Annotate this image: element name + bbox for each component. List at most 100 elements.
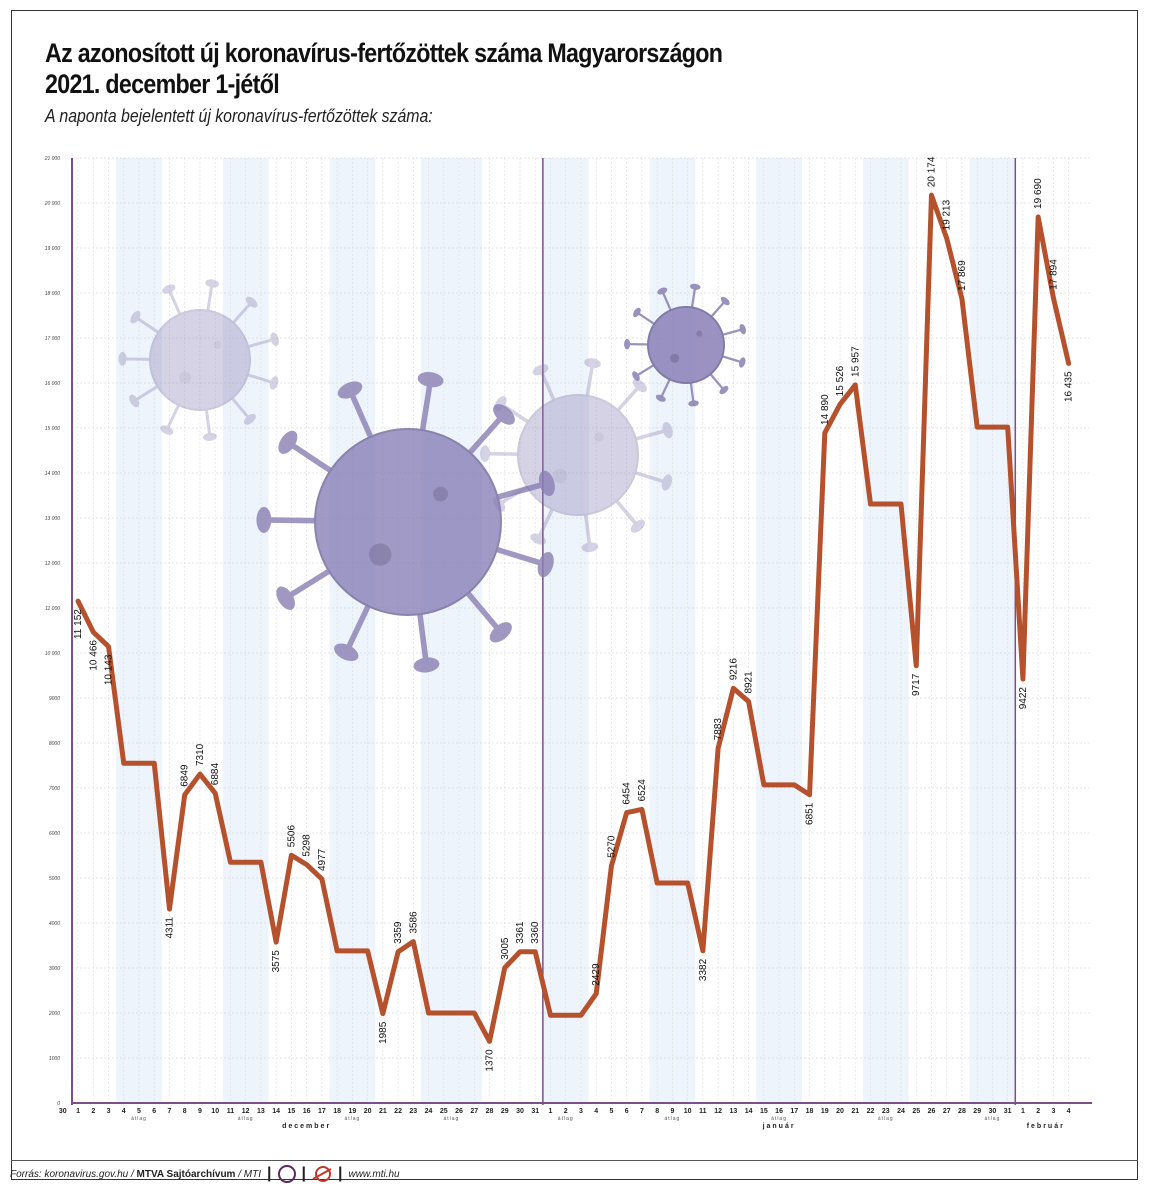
virus-spot <box>213 341 222 349</box>
x-tick-label: 1 <box>549 1108 553 1115</box>
data-label: 6454 <box>622 782 633 805</box>
x-tick-label: 28 <box>958 1108 966 1115</box>
virus-spike-head <box>581 542 599 553</box>
series-line <box>75 192 1072 1044</box>
x-tick-label: 25 <box>912 1108 920 1115</box>
virus-spike <box>484 451 525 457</box>
virus-spike <box>584 362 595 402</box>
virus-spike-head <box>739 324 747 335</box>
x-tick-label: 30 <box>516 1108 524 1115</box>
virus-spike-head <box>489 622 512 643</box>
average-label: átlag <box>558 1116 574 1122</box>
virus-spike <box>242 371 275 385</box>
separator: | <box>337 1165 343 1182</box>
x-tick-label: 31 <box>1004 1108 1012 1115</box>
virus-icon <box>256 372 555 673</box>
x-tick-label: 25 <box>440 1108 448 1115</box>
data-label: 7883 <box>713 718 724 741</box>
x-tick-label: 20 <box>364 1108 372 1115</box>
data-label: 3361 <box>515 921 526 944</box>
data-label: 15 957 <box>850 346 861 377</box>
y-tick-label: 19 000 <box>45 246 61 252</box>
virus-spike-head <box>413 657 440 673</box>
y-tick-label: 1000 <box>49 1056 60 1062</box>
data-label: 19 213 <box>942 199 953 230</box>
data-label: 17 894 <box>1048 259 1059 290</box>
virus-spike <box>499 402 534 427</box>
y-tick-label: 3000 <box>49 966 60 972</box>
x-tick-label: 13 <box>257 1108 265 1115</box>
x-tick-label: 30 <box>59 1108 67 1115</box>
x-tick-label: 26 <box>928 1108 936 1115</box>
y-tick-label: 17 000 <box>45 336 61 342</box>
virus-spike-head <box>205 279 220 288</box>
virus-spike-head <box>269 376 279 390</box>
virus-spike-head <box>530 533 547 545</box>
data-label: 5506 <box>286 825 297 848</box>
website-link[interactable]: www.mti.hu <box>348 1168 400 1180</box>
virus-spike-head <box>494 396 507 412</box>
virus-spike-head <box>493 496 506 512</box>
virus-spike <box>538 369 558 407</box>
x-tick-label: 24 <box>425 1108 433 1115</box>
virus-icon <box>480 358 673 553</box>
data-label: 14 890 <box>820 394 831 425</box>
source-text: Forrás: koronavirus.gov.hu / MTVA Sajtóa… <box>10 1169 261 1180</box>
average-label: átlag <box>344 1116 360 1122</box>
x-tick-label: 14 <box>745 1108 753 1115</box>
chart-subtitle: A naponta bejelentett új koronavírus-fer… <box>45 106 433 126</box>
data-label: 3005 <box>500 937 511 960</box>
data-label: 1370 <box>485 1049 496 1072</box>
virus-spike-head <box>738 357 746 368</box>
mti-logo-icon <box>312 1165 332 1183</box>
x-tick-label: 30 <box>989 1108 997 1115</box>
virus-spike-head <box>493 404 515 425</box>
y-tick-label: 5000 <box>49 876 60 882</box>
virus-spike <box>133 382 163 403</box>
y-tick-label: 21 000 <box>44 156 61 162</box>
x-tick-label: 20 <box>836 1108 844 1115</box>
virus-spike-head <box>633 307 641 318</box>
virus-spike <box>167 288 184 320</box>
virus-spot <box>368 543 392 566</box>
x-tick-label: 2 <box>91 1108 95 1115</box>
x-tick-label: 1 <box>1021 1108 1025 1115</box>
x-tick-label: 4 <box>594 1108 598 1115</box>
separator: | <box>301 1165 306 1182</box>
virus-spike-head <box>689 283 701 290</box>
x-tick-label: 9 <box>198 1108 202 1115</box>
x-tick-label: 26 <box>455 1108 463 1115</box>
x-tick-label: 15 <box>288 1108 296 1115</box>
virus-spike <box>204 404 212 438</box>
virus-spike-head <box>657 287 668 295</box>
x-tick-label: 5 <box>609 1108 613 1115</box>
virus-spike-head <box>655 394 666 402</box>
virus-spot <box>696 330 703 337</box>
virus-icon <box>624 283 747 407</box>
virus-body <box>314 428 502 616</box>
x-tick-label: 1 <box>76 1108 80 1115</box>
virus-spike <box>228 301 253 328</box>
data-label: 10 466 <box>88 640 99 671</box>
y-tick-label: 10 000 <box>45 651 61 657</box>
y-tick-label: 8000 <box>49 741 60 747</box>
virus-spike-head <box>662 421 673 439</box>
data-label: 4311 <box>164 917 175 939</box>
data-label: 10 143 <box>104 654 115 685</box>
data-label: 6851 <box>805 802 816 825</box>
x-tick-label: 27 <box>470 1108 478 1115</box>
data-label: 3575 <box>271 950 282 973</box>
x-tick-label: 7 <box>640 1108 644 1115</box>
average-label: átlag <box>238 1116 254 1122</box>
chart-title: Az azonosított új koronavírus-fertőzötte… <box>45 38 723 100</box>
y-tick-label: 11 000 <box>45 606 60 612</box>
average-label: átlag <box>878 1116 894 1122</box>
virus-spike-head <box>630 519 646 533</box>
virus-body <box>149 309 251 411</box>
x-tick-label: 5 <box>137 1108 141 1115</box>
y-tick-label: 4000 <box>49 921 60 927</box>
x-tick-label: 2 <box>564 1108 568 1115</box>
y-tick-label: 0 <box>57 1101 60 1107</box>
x-tick-label: 11 <box>699 1108 707 1115</box>
x-tick-label: 21 <box>851 1108 859 1115</box>
